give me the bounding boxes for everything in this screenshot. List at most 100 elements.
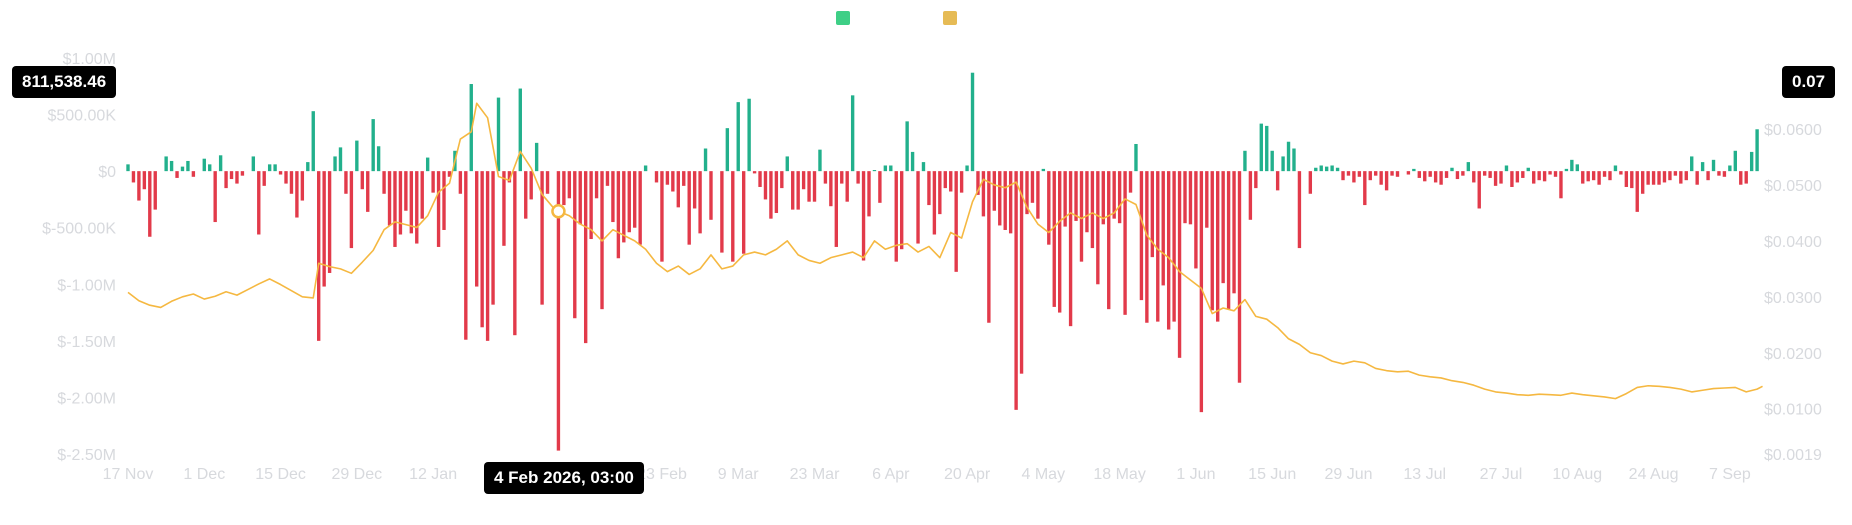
net-flow-bar[interactable] [970,72,975,172]
net-flow-bar[interactable] [992,171,996,211]
net-flow-bar[interactable] [1248,171,1253,220]
net-flow-bar[interactable] [709,171,713,220]
net-flow-bar[interactable] [1695,171,1699,185]
net-flow-bar[interactable] [415,171,419,244]
net-flow-bar[interactable] [660,171,664,262]
net-flow-bar[interactable] [1374,171,1378,176]
net-flow-bar[interactable] [1619,171,1623,175]
net-flow-bar[interactable] [987,171,991,323]
net-flow-bar[interactable] [927,171,931,206]
net-flow-bar[interactable] [861,171,866,261]
net-flow-bar[interactable] [1030,171,1035,203]
net-flow-bar[interactable] [1602,171,1607,177]
net-flow-bar[interactable] [905,121,909,172]
net-flow-bar[interactable] [1205,171,1209,228]
net-flow-bar[interactable] [638,171,642,245]
net-flow-bar[interactable] [1728,165,1732,172]
net-flow-bar[interactable] [1657,171,1661,185]
net-flow-bar[interactable] [916,171,920,244]
net-flow-bar[interactable] [818,149,822,172]
net-flow-bar[interactable] [1188,171,1193,225]
net-flow-bar[interactable] [1156,171,1160,322]
net-flow-bar[interactable] [1379,171,1383,185]
net-flow-bar[interactable] [1630,171,1634,189]
net-flow-bar[interactable] [747,98,751,172]
net-flow-bar[interactable] [959,171,964,193]
net-flow-bar[interactable] [376,146,381,172]
net-flow-bar[interactable] [480,171,484,328]
net-flow-bar[interactable] [1417,171,1421,178]
net-flow-bar[interactable] [1128,171,1133,193]
net-flow-bar[interactable] [1216,171,1220,322]
net-flow-bar[interactable] [1461,171,1465,176]
net-flow-bar[interactable] [965,165,969,172]
net-flow-bar[interactable] [769,171,773,219]
net-flow-bar[interactable] [1706,171,1710,181]
net-flow-bar[interactable] [393,171,397,247]
net-flow-bar[interactable] [1123,171,1127,315]
net-flow-bar[interactable] [1357,171,1362,177]
net-flow-bar[interactable] [360,171,364,190]
net-flow-bar[interactable] [1586,171,1590,182]
net-flow-bar[interactable] [529,171,533,200]
net-flow-bar[interactable] [1466,162,1471,172]
net-flow-bar[interactable] [1068,171,1073,327]
net-flow-bar[interactable] [1700,162,1705,172]
net-flow-bar[interactable] [208,164,212,172]
net-flow-bar[interactable] [1553,171,1558,177]
net-flow-bar[interactable] [1275,171,1280,191]
net-flow-bar[interactable] [900,171,904,250]
net-flow-bar[interactable] [1368,171,1372,181]
net-flow-bar[interactable] [1341,171,1345,181]
net-flow-bar[interactable] [191,171,196,177]
net-flow-bar[interactable] [322,171,326,287]
net-flow-bar[interactable] [1090,171,1095,249]
net-flow-bar[interactable] [829,171,833,207]
net-flow-bar[interactable] [1395,171,1400,177]
net-flow-bar[interactable] [1488,171,1492,178]
net-flow-bar[interactable] [785,156,789,172]
net-flow-bar[interactable] [1733,150,1737,172]
net-flow-bar[interactable] [1455,171,1460,180]
net-flow-bar[interactable] [311,111,315,172]
net-flow-bar[interactable] [1314,167,1318,172]
net-flow-bar[interactable] [1259,123,1263,172]
legend-swatch-price[interactable] [943,11,957,25]
net-flow-bar[interactable] [485,171,490,341]
net-flow-bar[interactable] [317,171,321,341]
net-flow-bar[interactable] [1477,171,1481,209]
legend-swatch-net-flow[interactable] [836,11,850,25]
net-flow-bar[interactable] [1646,171,1650,185]
net-flow-bar[interactable] [976,171,980,195]
net-flow-bar[interactable] [878,171,882,203]
net-flow-bar[interactable] [752,171,757,174]
net-flow-bar[interactable] [1346,171,1351,176]
net-flow-bar[interactable] [807,171,811,202]
net-flow-bar[interactable] [1335,167,1340,172]
net-flow-bar[interactable] [371,119,375,172]
net-flow-bar[interactable] [1690,156,1694,172]
net-flow-bar[interactable] [1749,151,1754,172]
net-flow-bar[interactable] [540,171,544,305]
net-flow-bar[interactable] [1433,171,1438,183]
net-flow-bar[interactable] [791,171,795,210]
net-flow-bar[interactable] [567,171,572,199]
net-flow-bar[interactable] [1526,167,1530,172]
net-flow-bar[interactable] [518,88,522,172]
net-flow-bar[interactable] [1101,171,1105,225]
net-flow-bar[interactable] [763,171,768,200]
net-flow-bar[interactable] [1717,171,1721,176]
net-flow-bar[interactable] [1662,171,1667,183]
net-flow-bar[interactable] [633,171,637,228]
net-flow-bar[interactable] [1624,171,1629,187]
net-flow-bar[interactable] [425,157,430,172]
net-flow-bar[interactable] [812,171,817,202]
net-flow-bar[interactable] [720,171,724,253]
net-flow-bar[interactable] [643,165,648,172]
net-flow-bar[interactable] [1003,171,1007,230]
net-flow-bar[interactable] [1281,156,1285,172]
net-flow-bar[interactable] [1591,171,1596,181]
net-flow-bar[interactable] [153,171,157,210]
net-flow-bar[interactable] [1521,171,1525,178]
net-flow-bar[interactable] [687,171,691,245]
